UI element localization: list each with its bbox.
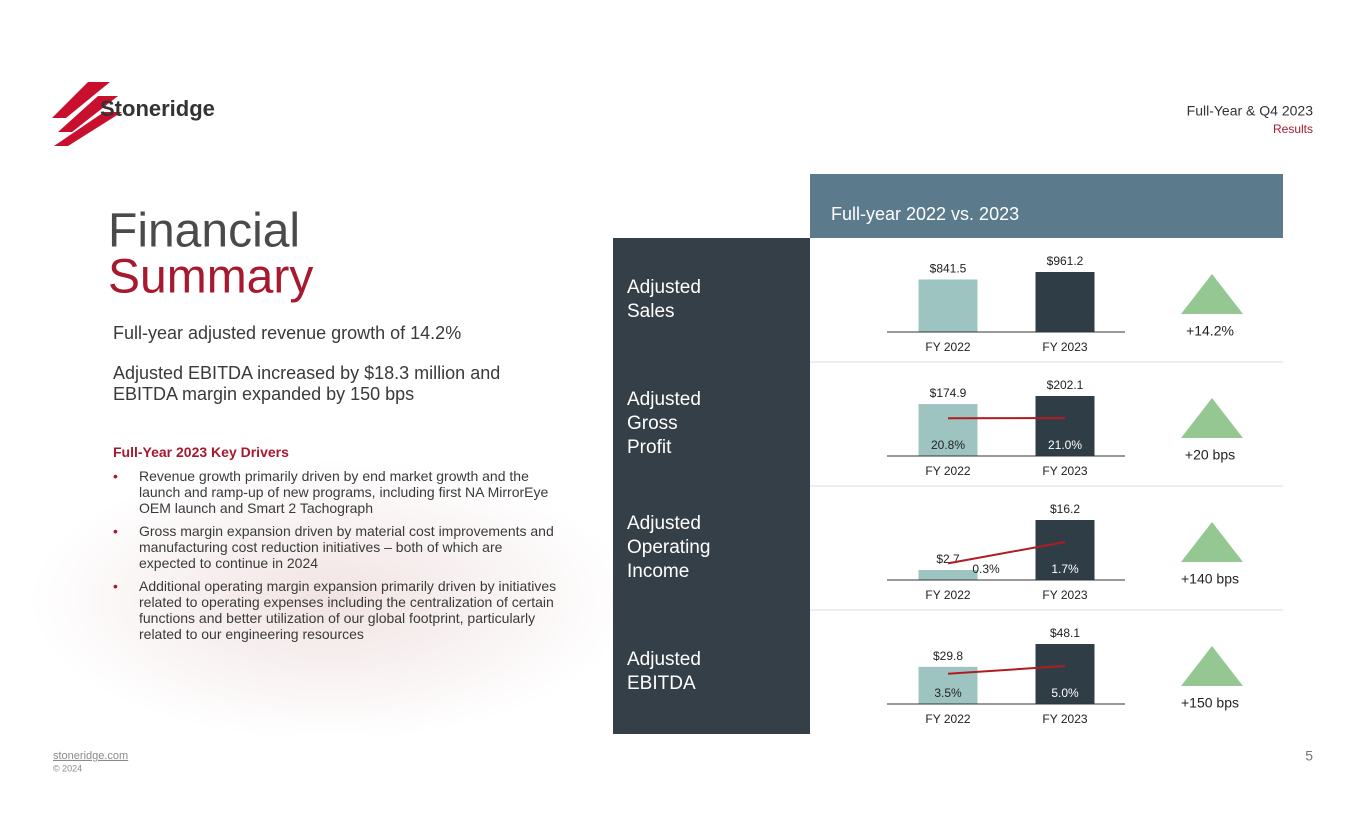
margin-label: 1.7% <box>1051 562 1079 576</box>
category-label: FY 2023 <box>1042 340 1087 354</box>
header-title: Full-Year & Q4 2023 <box>1187 103 1314 119</box>
bar <box>918 279 978 332</box>
panel-header <box>810 174 1283 238</box>
logo-mark <box>52 82 122 146</box>
up-arrow <box>1181 274 1243 314</box>
value-label: $16.2 <box>1050 502 1080 516</box>
category-label: FY 2022 <box>925 712 970 726</box>
margin-label: 20.8% <box>931 438 965 452</box>
drivers-list: Revenue growth primarily driven by end m… <box>113 468 563 649</box>
bar <box>918 570 978 580</box>
change-label: +140 bps <box>1181 571 1239 587</box>
up-arrow <box>1181 398 1243 438</box>
margin-label: 3.5% <box>934 686 962 700</box>
bar <box>918 404 978 456</box>
bar <box>1035 644 1095 704</box>
row-label: Adjusted Sales <box>627 277 701 322</box>
value-label: $961.2 <box>1047 254 1084 268</box>
header-subtitle: Results <box>1273 122 1313 136</box>
category-label: FY 2022 <box>925 588 970 602</box>
highlight: Full-year adjusted revenue growth of 14.… <box>113 323 462 343</box>
driver-item: Gross margin expansion driven by materia… <box>113 523 563 571</box>
drivers-title: Full-Year 2023 Key Drivers <box>113 444 289 460</box>
footer-site: stoneridge.com <box>53 750 128 762</box>
category-label: FY 2023 <box>1042 588 1087 602</box>
highlight: Adjusted EBITDA increased by $18.3 milli… <box>113 363 501 404</box>
bar <box>1035 520 1095 580</box>
row-label: Adjusted Gross Profit <box>627 389 701 458</box>
value-label: $202.1 <box>1047 378 1084 392</box>
margin-line <box>947 665 1066 675</box>
value-label: $29.8 <box>933 649 963 663</box>
row-label: Adjusted Operating Income <box>627 513 711 582</box>
margin-line <box>947 541 1066 565</box>
logo-text: Stoneridge <box>100 96 215 121</box>
row-label: Adjusted EBITDA <box>627 649 701 694</box>
value-label: $841.5 <box>930 262 967 276</box>
up-arrow <box>1181 522 1243 562</box>
category-label: FY 2023 <box>1042 712 1087 726</box>
category-label: FY 2023 <box>1042 464 1087 478</box>
change-label: +150 bps <box>1181 695 1239 711</box>
driver-item: Revenue growth primarily driven by end m… <box>113 468 563 516</box>
label-column <box>613 238 810 734</box>
heading-line1: Financial <box>108 205 300 258</box>
change-label: +14.2% <box>1186 323 1234 339</box>
margin-label: 0.3% <box>972 562 1000 576</box>
category-label: FY 2022 <box>925 340 970 354</box>
heading-line2: Summary <box>108 251 313 304</box>
value-label: $174.9 <box>930 386 967 400</box>
page-number: 5 <box>1305 748 1313 764</box>
category-label: FY 2022 <box>925 464 970 478</box>
bar <box>1035 272 1095 332</box>
margin-label: 21.0% <box>1048 438 1082 452</box>
footer-copyright: © 2024 <box>53 763 82 773</box>
value-label: $48.1 <box>1050 626 1080 640</box>
driver-item: Additional operating margin expansion pr… <box>113 578 563 642</box>
panel-title: Full-year 2022 vs. 2023 <box>831 204 1019 224</box>
margin-label: 5.0% <box>1051 686 1079 700</box>
up-arrow <box>1181 646 1243 686</box>
change-label: +20 bps <box>1185 447 1235 463</box>
bar <box>1035 396 1095 456</box>
